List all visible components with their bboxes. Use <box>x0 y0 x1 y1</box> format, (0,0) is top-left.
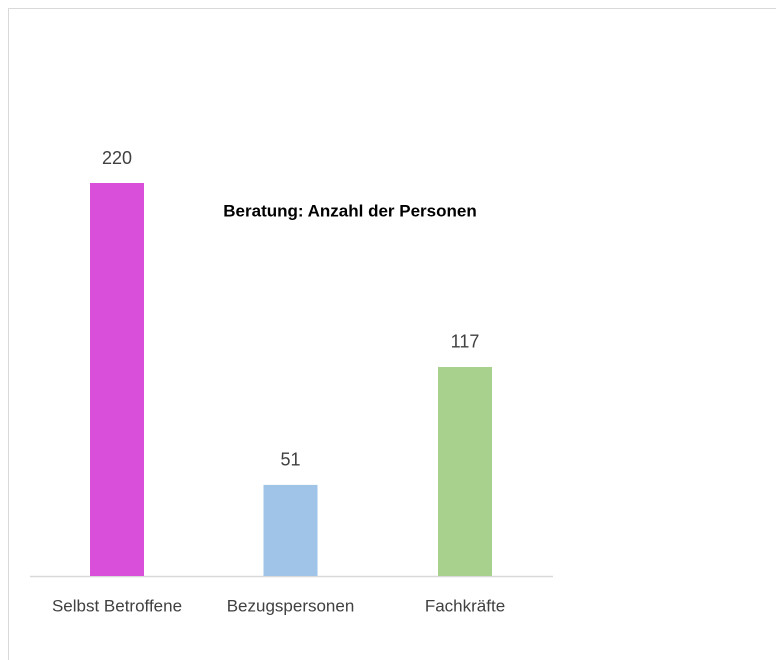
bar <box>263 484 318 576</box>
data-label: 51 <box>280 450 300 470</box>
x-tick-label: Selbst Betroffene <box>52 596 182 615</box>
data-label: 117 <box>451 332 480 352</box>
chart-title: Beratung: Anzahl der Personen <box>223 201 476 220</box>
x-tick-label: Fachkräfte <box>425 596 505 615</box>
x-tick-label: Bezugspersonen <box>227 596 355 615</box>
bar <box>90 183 144 576</box>
chart-frame <box>8 8 776 660</box>
bar <box>438 366 492 576</box>
data-label: 220 <box>102 148 132 168</box>
